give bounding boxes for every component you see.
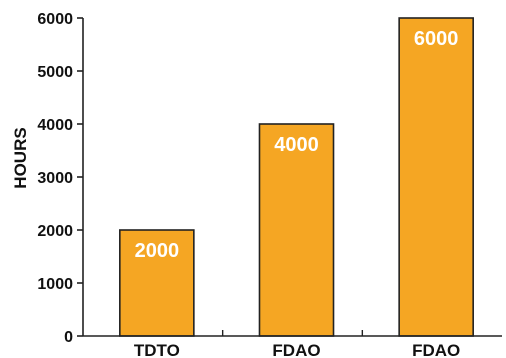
y-tick-label: 3000 [37, 170, 73, 187]
y-tick-label: 2000 [37, 223, 73, 240]
x-category-label: FDAO [272, 341, 320, 358]
y-axis-title: HOURS [11, 127, 30, 188]
bar-value-label: 4000 [274, 134, 319, 156]
bar [258, 123, 335, 337]
bar-value-label: 6000 [414, 28, 459, 50]
y-tick-label: 0 [64, 329, 73, 346]
bar [398, 17, 474, 337]
y-tick-label: 4000 [37, 117, 73, 134]
y-axis-ticks: 0 1000 2000 3000 4000 5000 6000 [37, 11, 84, 346]
y-tick-label: 6000 [37, 11, 73, 28]
y-tick-label: 1000 [37, 276, 73, 293]
x-category-label: TDTO [134, 341, 180, 358]
bar-value-label: 2000 [135, 240, 180, 262]
x-category-label: FDAO [412, 341, 460, 358]
bar [119, 229, 195, 337]
y-tick-label: 5000 [37, 64, 73, 81]
bars: 2000 4000 6000 [119, 17, 474, 337]
x-axis: TDTO FDAO FDAO [83, 330, 502, 358]
